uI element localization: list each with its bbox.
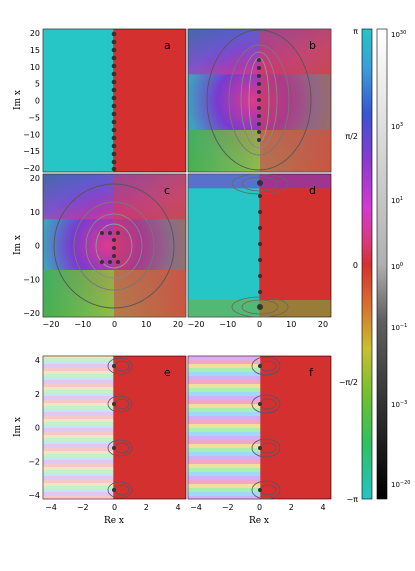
x-tick-label: −2	[77, 503, 89, 512]
magnitude-tick-label: 10−20	[391, 480, 410, 489]
y-tick-label: 2	[35, 390, 40, 399]
magnitude-tick-label: 10−1	[391, 323, 407, 332]
ticks-e: 4 2 0 −2 −4 −4 −2 0 2 4	[28, 356, 180, 512]
contours-c	[53, 183, 175, 309]
x-tick-label: −4	[45, 503, 57, 512]
panel-label-f: f	[309, 366, 314, 379]
x-axis-label-left: Re x	[104, 516, 124, 526]
phase-tick-label: π	[353, 27, 358, 36]
phase-tick-label: −π/2	[339, 378, 358, 387]
y-tick-label: −20	[23, 309, 40, 318]
magnitude-tick-label: 10−3	[391, 400, 407, 409]
y-tick-label: 20	[30, 29, 40, 38]
x-tick-label: −10	[219, 320, 236, 329]
panel-c: c	[42, 173, 187, 318]
y-tick-label: −15	[23, 147, 40, 156]
y-tick-label: 4	[35, 356, 40, 365]
panel-a: a	[42, 28, 187, 173]
x-tick-label: 4	[175, 503, 180, 512]
y-tick-label: −20	[23, 164, 40, 173]
ticks-c: 20 10 0 −10 −20−20 −10 0 10 20	[23, 174, 183, 329]
y-axis-label-top: Im x	[13, 90, 23, 110]
x-tick-label: 4	[320, 503, 325, 512]
panel-label-b: b	[309, 39, 316, 52]
y-tick-label: 10	[30, 63, 40, 72]
panel-d: d	[187, 173, 332, 318]
y-tick-label: 15	[30, 46, 40, 55]
y-tick-label: −10	[23, 275, 40, 284]
magnitude-tick-label: 1030	[391, 30, 406, 39]
panel-e: e	[42, 355, 187, 500]
pole-line-a	[111, 31, 117, 172]
pole-cluster-c	[100, 231, 120, 264]
x-tick-label: 10	[286, 320, 296, 329]
panel-label-e: e	[164, 366, 171, 379]
x-tick-label: 20	[173, 320, 183, 329]
x-tick-label: 2	[289, 503, 294, 512]
y-tick-label: 10	[30, 208, 40, 217]
x-tick-label: −10	[74, 320, 91, 329]
x-tick-label: 0	[112, 320, 117, 329]
y-tick-label: 5	[35, 80, 40, 89]
y-tick-label: 0	[35, 242, 40, 251]
y-axis-label-middle: Im x	[13, 235, 23, 255]
magnitude-tick-label: 101	[391, 196, 403, 205]
x-tick-label: −2	[222, 503, 234, 512]
x-tick-label: 2	[144, 503, 149, 512]
y-tick-label: −4	[28, 491, 40, 500]
x-tick-label: −20	[188, 320, 205, 329]
panel-label-c: c	[164, 184, 170, 197]
x-tick-label: 0	[257, 320, 262, 329]
y-ticks-a: 20 15 10 5 0 −5 −10 −15 −20	[23, 29, 40, 173]
magnitude-tick-label: 103	[391, 122, 403, 131]
ticks-f: −4 −2 0 2 4	[190, 503, 325, 512]
contours-e	[107, 357, 133, 499]
magnitude-tick-label: 100	[391, 262, 403, 271]
panel-label-d: d	[309, 184, 316, 197]
y-tick-label: 0	[35, 424, 40, 433]
x-tick-label: −20	[43, 320, 60, 329]
pole-line-e	[112, 364, 116, 492]
x-tick-label: 10	[141, 320, 151, 329]
magnitude-colorbar: 1030 103 101 100 10−1 10−3 10−20	[376, 28, 410, 500]
y-axis-label-bottom: Im x	[13, 417, 23, 437]
y-tick-label: 0	[35, 97, 40, 106]
y-tick-label: 20	[30, 174, 40, 183]
x-axis-label-right: Re x	[249, 516, 269, 526]
contours-b	[206, 29, 312, 171]
y-tick-label: −10	[23, 130, 40, 139]
pole-line-b	[257, 58, 261, 142]
x-tick-label: 0	[112, 503, 117, 512]
phase-colorbar: π π/2 0 −π/2 −π	[339, 27, 373, 504]
panel-label-a: a	[164, 39, 171, 52]
y-tick-label: −2	[28, 457, 40, 466]
pole-line-d	[257, 180, 263, 310]
x-tick-label: −4	[190, 503, 202, 512]
phase-tick-label: 0	[353, 261, 358, 270]
ticks-d: −20 −10 0 10 20	[188, 320, 329, 329]
panel-b: b	[187, 28, 332, 173]
phase-tick-label: −π	[346, 495, 358, 504]
phase-tick-label: π/2	[345, 132, 358, 141]
x-tick-label: 0	[257, 503, 262, 512]
panel-f: f	[187, 355, 332, 500]
y-tick-label: −5	[28, 113, 40, 122]
x-tick-label: 20	[318, 320, 328, 329]
pole-line-f	[258, 364, 262, 492]
